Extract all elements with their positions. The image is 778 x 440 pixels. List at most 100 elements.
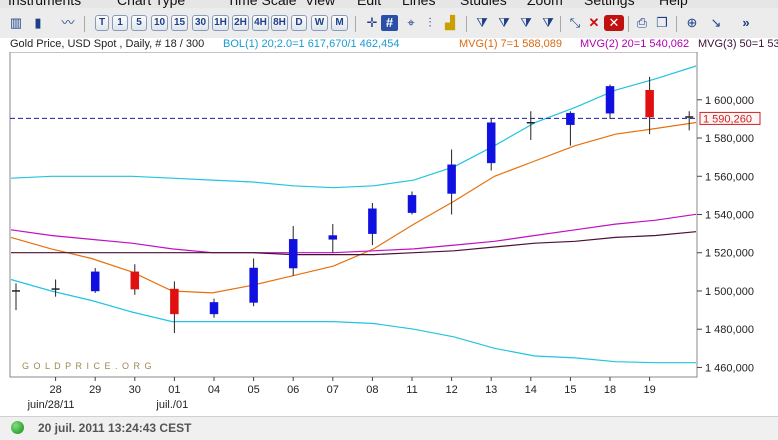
draw-channel-icon[interactable]: ⧩ <box>542 15 554 30</box>
chart-svg[interactable]: 1 460,000 1 480,000 1 500,000 1 520,000 1 54… <box>0 51 778 412</box>
x-tick-label: 08 <box>366 384 378 396</box>
current-price-label: 1 590,260 <box>703 113 752 125</box>
candle-body[interactable] <box>209 302 219 315</box>
period-label: juin/28/11 <box>27 399 75 411</box>
plot-area[interactable] <box>9 51 698 378</box>
x-tick-label: 15 <box>564 384 576 396</box>
y-tick-label: 1 460,000 <box>705 362 754 374</box>
separator <box>560 16 561 32</box>
study-icon[interactable]: ▟ <box>445 15 455 30</box>
series-line <box>11 231 697 256</box>
menu-edit[interactable]: Edit <box>357 0 382 8</box>
period-button-5[interactable]: 5 <box>131 15 147 31</box>
candle-body[interactable] <box>288 239 298 269</box>
period-button-d[interactable]: D <box>291 15 307 31</box>
candle-body[interactable] <box>90 271 100 292</box>
connection-status-icon <box>11 421 24 434</box>
menu-zoom[interactable]: Zoom <box>527 0 563 8</box>
candle-body[interactable] <box>566 112 575 125</box>
x-tick-label: 18 <box>604 384 616 396</box>
grid-icon[interactable]: # <box>381 15 398 31</box>
menu-lines[interactable]: Lines <box>402 0 436 8</box>
watermark: G O L D P R I C E . O R G <box>22 361 153 371</box>
candle-body[interactable] <box>486 122 496 164</box>
candle-body[interactable] <box>328 235 338 240</box>
zoom-in-icon[interactable]: ⊕ <box>686 15 698 30</box>
status-bar: 20 juil. 2011 13:24:43 CEST <box>0 416 778 440</box>
mvg2-legend: MVG(2) 20=1 540,062 <box>580 38 690 50</box>
menu-studies[interactable]: Studies <box>460 0 507 8</box>
series-line <box>10 213 697 254</box>
period-button-1h[interactable]: 1H <box>212 15 229 31</box>
menu-view[interactable]: View <box>305 0 336 8</box>
copy-icon[interactable]: ❐ <box>656 15 668 30</box>
x-tick-label: 14 <box>525 384 537 396</box>
candle-body[interactable] <box>130 271 140 290</box>
period-button-1[interactable]: 1 <box>112 15 128 31</box>
x-tick-label: 07 <box>327 384 339 396</box>
menu-settings[interactable]: Settings <box>584 0 635 8</box>
period-button-8h[interactable]: 8H <box>271 15 288 31</box>
cursor-tool-icon[interactable]: ⤡ <box>569 15 581 30</box>
x-tick-label: 19 <box>643 384 655 396</box>
x-tick-label: 30 <box>129 384 141 396</box>
toolbar: ▥ ▮ 〰 T 1 5 10 15 30 1H 2H 4H 8H D W M ✛ # ⌖ ⫶ ▟ ⧩ ⧩… <box>0 8 778 39</box>
candle-body[interactable] <box>249 267 258 303</box>
y-tick-label: 1 600,000 <box>705 95 754 107</box>
crosshair-icon[interactable]: ✛ <box>366 15 378 30</box>
y-tick-label: 1 480,000 <box>705 324 754 336</box>
candle-chart-icon[interactable]: ▮ <box>34 15 42 30</box>
menu-instruments[interactable]: Instruments <box>8 0 82 8</box>
period-button-m[interactable]: M <box>331 15 348 31</box>
x-tick-label: 28 <box>49 384 61 396</box>
status-timestamp: 20 juil. 2011 13:24:43 CEST <box>38 421 192 435</box>
separator <box>676 16 677 32</box>
zoom-out-icon[interactable]: ↘ <box>710 15 722 30</box>
period-button-30[interactable]: 30 <box>192 15 209 31</box>
print-icon[interactable]: ⎙ <box>636 15 648 30</box>
candle-body[interactable] <box>447 164 456 194</box>
delete-icon[interactable]: ✕ <box>588 15 600 30</box>
x-tick-label: 11 <box>406 384 417 396</box>
draw-line-icon[interactable]: ⧩ <box>476 15 488 30</box>
candle-body[interactable] <box>170 288 179 315</box>
y-tick-label: 1 540,000 <box>705 210 754 222</box>
series-line <box>10 278 696 364</box>
y-tick-label: 1 520,000 <box>705 248 754 260</box>
series-line <box>10 121 697 294</box>
x-tick-label: 06 <box>287 384 299 396</box>
period-button-4h[interactable]: 4H <box>252 15 269 31</box>
cursor-icon[interactable]: ⌖ <box>407 15 415 30</box>
x-tick-label: 13 <box>485 384 497 396</box>
y-tick-label: 1 500,000 <box>705 286 754 298</box>
more-icon[interactable]: » <box>742 15 750 30</box>
menu-chart-type[interactable]: Chart Type <box>117 0 186 8</box>
bar-chart-icon[interactable]: ▥ <box>9 15 23 30</box>
bol-legend: BOL(1) 20;2.0=1 617,670/1 462,454 <box>223 38 400 50</box>
period-label: juil./01 <box>155 399 188 411</box>
period-button-w[interactable]: W <box>311 15 328 31</box>
period-button-t[interactable]: T <box>95 15 109 31</box>
period-button-15[interactable]: 15 <box>171 15 188 31</box>
line-chart-icon[interactable]: 〰 <box>61 15 75 30</box>
period-button-2h[interactable]: 2H <box>232 15 249 31</box>
x-tick-label: 29 <box>89 384 101 396</box>
candle-body[interactable] <box>368 208 377 234</box>
delete-all-icon[interactable]: ✕ <box>604 15 624 31</box>
candle-body[interactable] <box>407 195 417 213</box>
instrument-label: Gold Price, USD Spot , Daily, # 18 / 300 <box>10 38 205 50</box>
period-button-10[interactable]: 10 <box>151 15 168 31</box>
mvg1-legend: MVG(1) 7=1 588,089 <box>459 38 563 50</box>
volume-icon[interactable]: ⫶ <box>428 15 432 30</box>
menu-time-scale[interactable]: Time Scale <box>227 0 297 8</box>
candle-body[interactable] <box>645 89 654 118</box>
draw-text-icon[interactable]: ⧩ <box>498 15 510 30</box>
separator <box>355 16 356 32</box>
price-chart[interactable]: 1 460,000 1 480,000 1 500,000 1 520,000 1 54… <box>0 51 778 412</box>
candle-body[interactable] <box>605 86 615 114</box>
x-tick-label: 01 <box>168 384 180 396</box>
draw-fibonacci-icon[interactable]: ⧩ <box>520 15 532 30</box>
y-tick-label: 1 560,000 <box>705 171 754 183</box>
menu-bar: Instruments Chart Type Time Scale View Edit L… <box>0 0 778 8</box>
menu-help[interactable]: Help <box>659 0 688 8</box>
